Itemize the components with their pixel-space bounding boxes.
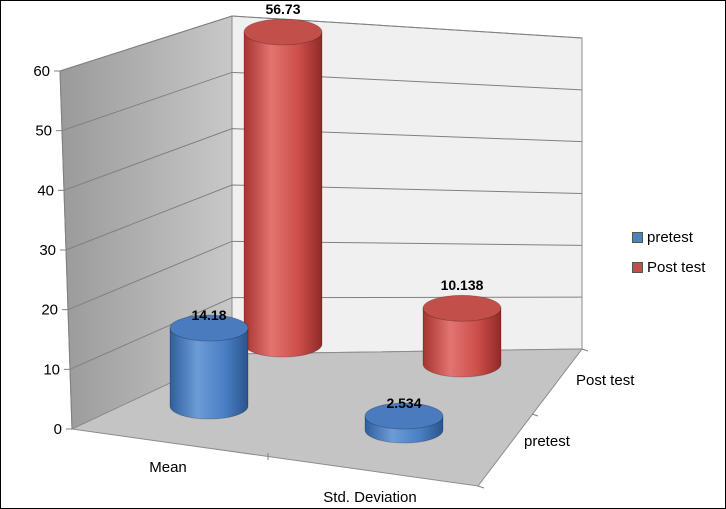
y-tick-label: 50 — [35, 123, 52, 140]
legend-swatch-pretest — [632, 231, 643, 243]
data-labels: 56.73 10.138 14.18 2.534 — [191, 1, 483, 411]
bar-post-test-mean — [243, 18, 323, 358]
x-tick-label-mean: Mean — [149, 459, 187, 476]
y-axis-line — [59, 70, 73, 430]
gridline — [65, 184, 583, 251]
depth-axis-tick — [531, 413, 539, 417]
bar-post-test-std-deviation — [422, 294, 502, 378]
depth-axis-tick — [477, 485, 485, 489]
x-tick-label-std-deviation: Std. Deviation — [323, 489, 416, 506]
y-tick-label: 40 — [37, 182, 54, 199]
legend-item-post-test: Post test — [632, 256, 705, 278]
bar-pretest-mean — [169, 314, 249, 420]
data-label: 56.73 — [265, 1, 300, 17]
y-tick-label: 10 — [43, 361, 60, 378]
gridline — [67, 240, 583, 311]
gridline — [59, 15, 583, 72]
y-axis: 0 10 20 30 40 50 60 — [33, 63, 73, 438]
legend-label-pretest: pretest — [647, 228, 693, 246]
gridline — [63, 128, 583, 191]
depth-axis-tick — [581, 348, 589, 352]
y-tick-label: 20 — [41, 302, 58, 319]
bars — [169, 18, 502, 444]
depth-tick-label-pretest: pretest — [524, 433, 571, 450]
legend: pretest Post test — [632, 226, 705, 286]
gridline — [61, 71, 583, 132]
data-label: 10.138 — [441, 277, 484, 293]
data-label: 14.18 — [191, 307, 226, 323]
legend-item-pretest: pretest — [632, 226, 705, 248]
y-tick-label: 0 — [54, 421, 62, 438]
y-tick-label: 60 — [33, 63, 50, 80]
legend-label-post-test: Post test — [647, 258, 706, 276]
y-tick-label: 30 — [39, 242, 56, 259]
depth-tick-label-post-test: Post test — [576, 372, 635, 389]
bar-pretest-std-deviation — [364, 402, 444, 444]
data-label: 2.534 — [386, 395, 421, 411]
legend-swatch-post-test — [632, 261, 643, 273]
